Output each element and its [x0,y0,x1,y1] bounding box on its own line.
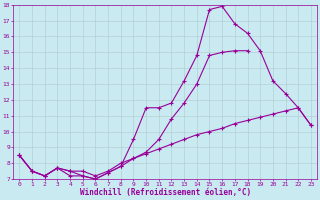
X-axis label: Windchill (Refroidissement éolien,°C): Windchill (Refroidissement éolien,°C) [80,188,251,197]
